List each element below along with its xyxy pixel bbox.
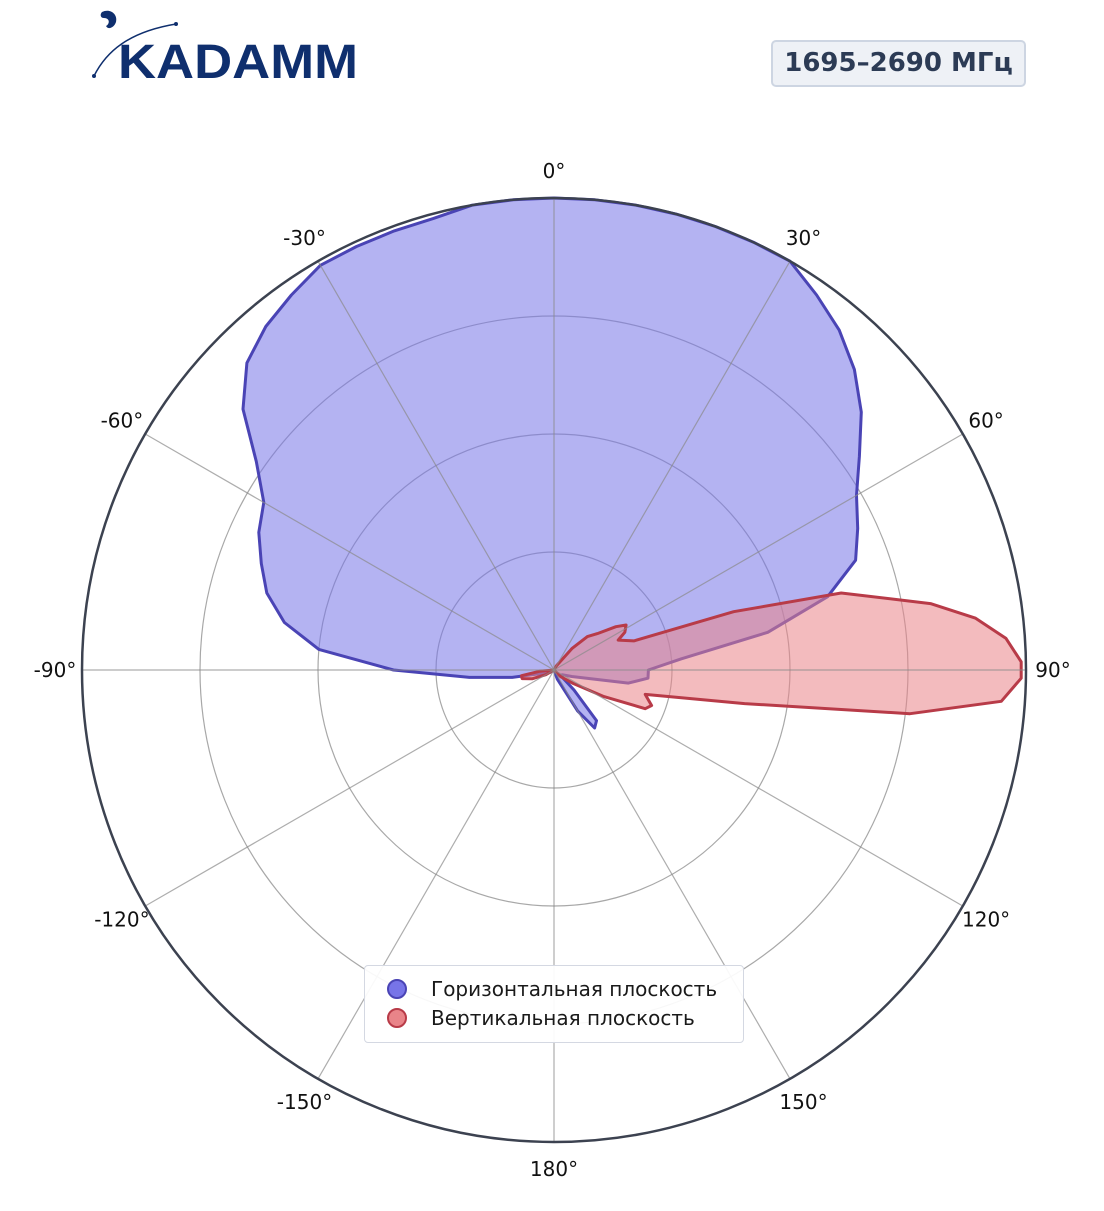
polar-spokes-overlay: [82, 198, 1026, 1142]
angular-spoke-4: [553, 669, 964, 907]
logo-swoosh-dot-right: [174, 22, 178, 26]
angular-spoke-8: [144, 669, 555, 907]
series-vertical-pattern: [520, 591, 1023, 716]
angular-tick-label: 0°: [543, 159, 566, 183]
angular-tick-label: 60°: [968, 409, 1003, 433]
polar-outer-ring: [80, 196, 1028, 1144]
legend-label-vertical: Вертикальная плоскость: [431, 1006, 695, 1030]
angular-spoke-7: [317, 669, 555, 1080]
angular-spoke-11: [317, 260, 555, 671]
chart-legend: Горизонтальная плоскость Вертикальная пл…: [364, 965, 744, 1043]
logo-swoosh-dot-left: [92, 74, 96, 78]
legend-label-horizontal: Горизонтальная плоскость: [431, 977, 718, 1001]
series-layer: [241, 196, 1023, 730]
angular-tick-label: 30°: [786, 226, 821, 250]
angular-tick-labels: 0° 30° 60° 90° 120° 150° 180° -150° -120° -90° -60…: [34, 159, 1071, 1181]
angular-tick-label: -150°: [277, 1090, 332, 1114]
legend-marker-horizontal: [387, 979, 407, 999]
legend-item-vertical: Вертикальная плоскость: [387, 1005, 695, 1031]
angular-spoke-1: [553, 260, 791, 671]
angular-tick-label: -120°: [94, 908, 149, 932]
angular-tick-label: -90°: [34, 658, 77, 682]
logo-swoosh-mark: [100, 10, 117, 29]
logo-wordmark: KADAMM: [118, 36, 358, 86]
frequency-band-badge: 1695–2690 МГц: [771, 40, 1026, 87]
angular-tick-label: 90°: [1035, 658, 1070, 682]
angular-tick-label: 120°: [962, 908, 1010, 932]
angular-spoke-5: [553, 669, 791, 1080]
angular-tick-label: -30°: [283, 226, 326, 250]
legend-item-horizontal: Горизонтальная плоскость: [387, 976, 717, 1002]
kadamm-logo: KADAMM: [92, 10, 358, 86]
angular-tick-label: 180°: [530, 1157, 578, 1181]
angular-spoke-2: [553, 433, 964, 671]
angular-spoke-10: [144, 433, 555, 671]
logo-swoosh-arc: [93, 23, 177, 77]
angular-tick-label: -60°: [101, 409, 144, 433]
legend-marker-vertical: [387, 1008, 407, 1028]
angular-tick-label: 150°: [779, 1090, 827, 1114]
